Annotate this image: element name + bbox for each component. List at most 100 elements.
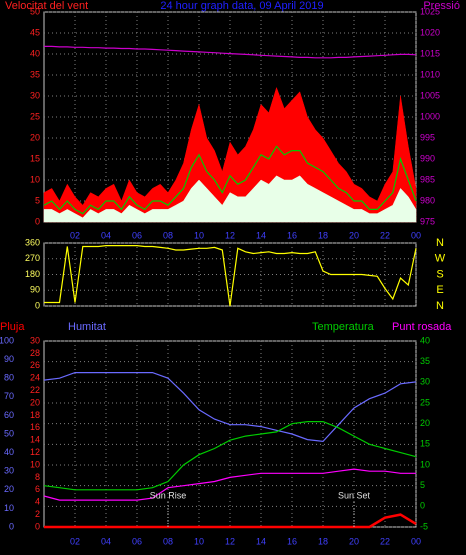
x-tick-label: 00 — [411, 536, 421, 546]
y-axis-label: Velocitat del vent — [5, 0, 88, 12]
x-tick-label: 20 — [349, 536, 359, 546]
y-tick-label: 0 — [35, 521, 40, 531]
y-tick-label: 50 — [4, 428, 14, 438]
x-tick-label: 16 — [287, 230, 297, 240]
y-tick-label: 20 — [30, 397, 40, 407]
y-tick-label: -5 — [420, 521, 428, 531]
chart-title: 24 hour graph data, 09 April 2019 — [160, 0, 323, 12]
y-tick-label: 5 — [35, 195, 40, 205]
x-tick-label: 04 — [101, 536, 111, 546]
x-tick-label: 12 — [225, 536, 235, 546]
y-tick-label: 0 — [9, 521, 14, 531]
y-tick-label: 60 — [4, 410, 14, 420]
y-tick-label: 16 — [30, 422, 40, 432]
x-tick-label: 16 — [287, 536, 297, 546]
y-tick-label: 4 — [35, 497, 40, 507]
y-tick-label: 1025 — [420, 6, 440, 16]
y-tick-label: 12 — [30, 447, 40, 457]
y-tick-label: 180 — [25, 269, 40, 279]
y-tick-label: 6 — [35, 484, 40, 494]
y-tick-label: 10 — [4, 503, 14, 513]
series-label: Pressió — [423, 0, 460, 12]
y-tick-label: 975 — [420, 216, 435, 226]
y-tick-label: 24 — [30, 373, 40, 383]
y-tick-label: 20 — [420, 418, 430, 428]
x-tick-label: 12 — [225, 230, 235, 240]
y-tick-label: 90 — [30, 285, 40, 295]
y-tick-label: 10 — [30, 459, 40, 469]
y-tick-label: 35 — [30, 69, 40, 79]
y-tick-label: N — [436, 300, 444, 312]
x-tick-label: 00 — [411, 230, 421, 240]
annotation: Sun Rise — [150, 490, 187, 500]
y-tick-label: 1010 — [420, 69, 440, 79]
y-tick-label: 70 — [4, 391, 14, 401]
y-tick-label: W — [435, 253, 446, 265]
y-tick-label: 100 — [0, 335, 14, 345]
y-tick-label: 40 — [4, 447, 14, 457]
y-tick-label: 18 — [30, 410, 40, 420]
line — [43, 145, 417, 215]
x-tick-label: 18 — [318, 536, 328, 546]
x-tick-label: 14 — [256, 536, 266, 546]
annotation: Sun Set — [338, 490, 371, 500]
y-tick-label: 20 — [4, 484, 14, 494]
y-tick-label: 35 — [420, 356, 430, 366]
y-tick-label: 45 — [30, 27, 40, 37]
y-tick-label: 1020 — [420, 27, 440, 37]
y-tick-label: 985 — [420, 174, 435, 184]
y-tick-label: 995 — [420, 132, 435, 142]
y-tick-label: 28 — [30, 348, 40, 358]
y-tick-label: 22 — [30, 385, 40, 395]
y-tick-label: 26 — [30, 360, 40, 370]
x-tick-label: 06 — [132, 536, 142, 546]
line — [43, 372, 417, 443]
y-tick-label: 50 — [30, 6, 40, 16]
y-tick-label: S — [436, 268, 443, 280]
y-tick-label: 990 — [420, 153, 435, 163]
y-tick-label: 80 — [4, 373, 14, 383]
y-tick-label: N — [436, 237, 444, 249]
y-tick-label: 40 — [420, 335, 430, 345]
y-tick-label: 20 — [30, 132, 40, 142]
y-tick-label: E — [436, 284, 443, 296]
y-tick-label: 15 — [30, 153, 40, 163]
y-tick-label: 2 — [35, 509, 40, 519]
line — [44, 45, 417, 59]
series-label: Temperatura — [312, 321, 375, 333]
series-label: Pluja — [0, 321, 25, 333]
y-tick-label: 8 — [35, 472, 40, 482]
x-tick-label: 10 — [194, 230, 204, 240]
y-tick-label: 90 — [4, 354, 14, 364]
area — [43, 175, 417, 223]
y-tick-label: 1015 — [420, 48, 440, 58]
series-label: Humitat — [68, 321, 106, 333]
y-tick-label: 0 — [35, 216, 40, 226]
y-tick-label: 0 — [35, 300, 40, 310]
area — [43, 86, 417, 223]
y-tick-label: 10 — [420, 459, 430, 469]
y-tick-label: 25 — [30, 111, 40, 121]
series-label: Punt rosada — [392, 321, 452, 333]
x-tick-label: 22 — [380, 230, 390, 240]
y-tick-label: 0 — [420, 501, 425, 511]
x-tick-label: 08 — [163, 230, 173, 240]
y-tick-label: 30 — [4, 466, 14, 476]
x-tick-label: 08 — [163, 536, 173, 546]
y-tick-label: 360 — [25, 237, 40, 247]
y-tick-label: 15 — [420, 439, 430, 449]
y-tick-label: 5 — [420, 480, 425, 490]
y-tick-label: 1000 — [420, 111, 440, 121]
y-tick-label: 1005 — [420, 90, 440, 100]
x-tick-label: 04 — [101, 230, 111, 240]
x-tick-label: 14 — [256, 230, 266, 240]
y-tick-label: 40 — [30, 48, 40, 58]
line — [43, 421, 417, 491]
y-tick-label: 25 — [420, 397, 430, 407]
y-tick-label: 10 — [30, 174, 40, 184]
x-tick-label: 18 — [318, 230, 328, 240]
x-tick-label: 10 — [194, 536, 204, 546]
y-tick-label: 30 — [420, 377, 430, 387]
x-tick-label: 22 — [380, 536, 390, 546]
